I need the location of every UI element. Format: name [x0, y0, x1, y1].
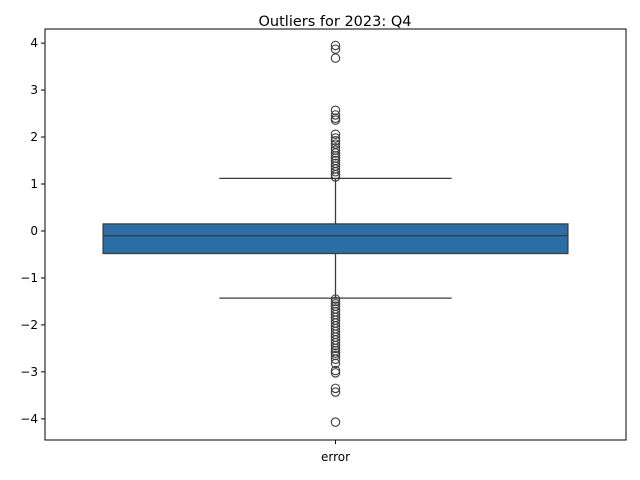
x-axis: error	[321, 440, 350, 464]
outlier-point	[330, 167, 341, 177]
plot-area	[102, 40, 569, 427]
outlier-point	[330, 172, 341, 182]
y-tick-label: −2	[20, 318, 38, 332]
outlier-point	[330, 296, 341, 307]
x-tick-label: error	[321, 450, 350, 464]
outlier-point	[330, 358, 341, 369]
outlier-point	[330, 169, 341, 180]
y-tick-label: 0	[30, 224, 38, 238]
outlier-point	[330, 368, 341, 378]
outlier-point	[330, 110, 341, 120]
outlier-point	[330, 133, 341, 143]
outlier-point	[330, 354, 341, 364]
outlier-point	[330, 53, 341, 63]
outlier-point	[330, 115, 341, 125]
outlier-point	[330, 151, 341, 161]
iqr-box	[102, 223, 569, 255]
y-axis: 4 3 2 1 0 −1 −2 −3 −4	[20, 36, 45, 426]
outlier-point	[330, 417, 341, 427]
outlier-point	[330, 343, 341, 354]
y-tick-label: 4	[30, 36, 38, 50]
y-tick-label: −1	[20, 271, 38, 285]
y-tick-label: 1	[30, 177, 38, 191]
outlier-point	[330, 387, 341, 397]
chart-title: Outliers for 2023: Q4	[259, 14, 412, 30]
y-tick-label: 3	[30, 83, 38, 97]
outlier-point	[330, 148, 341, 158]
y-tick-label: −4	[20, 412, 38, 426]
outlier-point	[330, 348, 341, 358]
outlier-point	[330, 136, 341, 146]
outlier-point	[330, 129, 341, 139]
outlier-point	[330, 365, 341, 376]
outlier-point	[330, 340, 341, 351]
y-tick-label: 2	[30, 130, 38, 144]
outlier-point	[330, 40, 341, 51]
y-tick-label: −3	[20, 365, 38, 379]
outlier-point	[330, 294, 341, 304]
outlier-point	[330, 383, 341, 394]
